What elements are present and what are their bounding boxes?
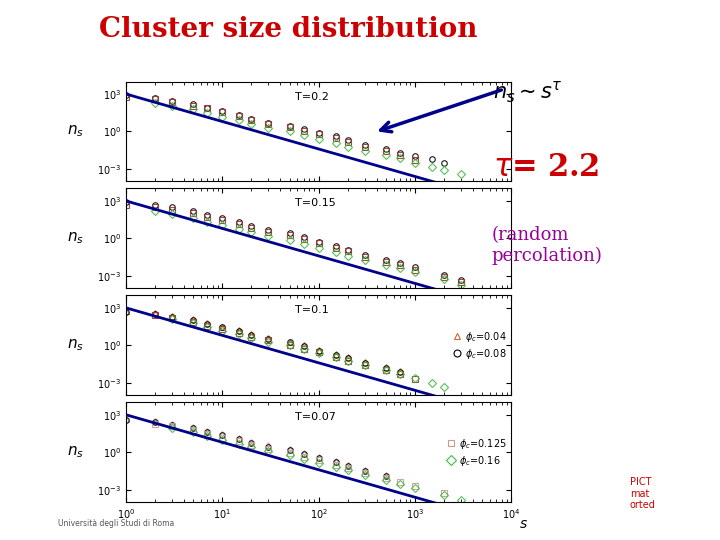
- Text: $s$: $s$: [519, 517, 528, 531]
- Text: T=0.1: T=0.1: [295, 306, 329, 315]
- Legend: $\phi_c$=0.04, $\phi_c$=0.08: $\phi_c$=0.04, $\phi_c$=0.08: [453, 330, 506, 361]
- Text: T=0.07: T=0.07: [295, 413, 336, 422]
- Text: $n_s$: $n_s$: [68, 444, 84, 460]
- Text: $n_s$: $n_s$: [68, 124, 84, 139]
- Text: (random
percolation): (random percolation): [492, 226, 603, 265]
- Text: $n_s$: $n_s$: [68, 338, 84, 353]
- Text: T=0.2: T=0.2: [295, 91, 329, 102]
- Text: $\tau$= 2.2: $\tau$= 2.2: [493, 152, 599, 183]
- Text: Università degli Studi di Roma: Università degli Studi di Roma: [58, 519, 174, 529]
- Legend: $\phi_c$=0.125, $\phi_c$=0.16: $\phi_c$=0.125, $\phi_c$=0.16: [447, 437, 506, 468]
- Text: Cluster size distribution: Cluster size distribution: [99, 16, 477, 43]
- Text: $n_s$: $n_s$: [68, 231, 84, 246]
- Text: T=0.15: T=0.15: [295, 198, 336, 208]
- Text: PICT
mat
orted: PICT mat orted: [630, 477, 656, 510]
- Text: $n_s\sim s^\tau$: $n_s\sim s^\tau$: [493, 79, 563, 105]
